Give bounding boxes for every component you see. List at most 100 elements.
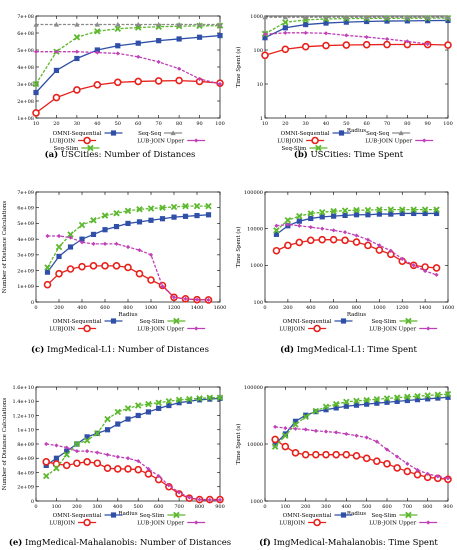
legend-marker (194, 520, 199, 525)
caption-text: USCities: Number of Distances (61, 150, 195, 160)
data-point (156, 405, 162, 411)
legend-label: LUBJOIN (49, 520, 75, 526)
data-point (318, 209, 326, 216)
data-point (306, 236, 315, 245)
legend-label: OMNI-Sequential (283, 319, 332, 325)
legend-label: LUB-JOIN Upper (369, 520, 416, 526)
y-tick-label: 7e+09 (17, 190, 34, 196)
data-point (33, 21, 39, 27)
data-point (303, 30, 308, 35)
data-point (364, 14, 370, 20)
data-point (414, 392, 421, 400)
data-point (54, 443, 59, 448)
series-line (264, 19, 449, 39)
plot-frame (264, 191, 449, 303)
panel-label: (f) (259, 537, 271, 548)
legend-marker (405, 511, 412, 519)
data-point (136, 459, 141, 464)
data-point (95, 450, 100, 455)
x-tick-label: 0 (34, 305, 37, 311)
data-point (415, 467, 420, 473)
legend-marker (340, 318, 347, 324)
series-lubjoin (272, 235, 441, 272)
data-point (364, 435, 369, 440)
series-line (274, 393, 449, 448)
x-tick-label: 100 (52, 504, 62, 510)
data-point (66, 265, 75, 273)
data-point (352, 238, 361, 246)
y-axis-label: Time Spent (s) (235, 47, 242, 88)
data-point (56, 253, 62, 260)
data-point (373, 395, 381, 403)
data-point (320, 226, 325, 231)
data-point (362, 454, 371, 463)
data-point (206, 394, 214, 401)
x-tick-label: 700 (174, 504, 184, 510)
data-point (285, 222, 290, 227)
data-point (136, 206, 143, 213)
plot-frame (35, 15, 221, 119)
data-point (313, 428, 318, 433)
data-point (292, 418, 299, 424)
data-point (67, 231, 74, 238)
series-omni-sequential (272, 394, 451, 447)
x-tick-label: 600 (154, 504, 164, 510)
data-point (113, 209, 120, 217)
y-tick-label: 10 (257, 82, 263, 88)
data-point (136, 54, 141, 59)
panel-label: (e) (9, 537, 22, 548)
x-tick-label: 0 (263, 305, 266, 311)
chart-panel-f: 0 100 200 300 400 500 600 700 800 900 1000 10000 100… (235, 385, 453, 548)
data-point (85, 449, 90, 454)
y-tick-label: 3e+09 (17, 253, 34, 259)
data-point (53, 455, 60, 461)
data-point (344, 431, 349, 437)
data-point (322, 403, 330, 411)
panel-caption: (a) USCities: Number of Distances (45, 149, 196, 160)
x-tick-label: 80 (176, 121, 182, 127)
data-point (353, 402, 360, 408)
data-point (78, 221, 86, 229)
data-point (271, 435, 279, 444)
data-point (282, 25, 288, 31)
data-point (135, 40, 141, 46)
data-point (135, 21, 141, 27)
data-point (134, 465, 143, 474)
legend-marker (194, 326, 199, 331)
data-point (55, 269, 63, 278)
x-tick-label: 100 (215, 121, 225, 127)
data-point (42, 472, 50, 480)
data-point (148, 252, 154, 257)
data-point (341, 207, 349, 214)
data-point (125, 220, 131, 227)
caption-text: ImgMedical-Mahalanobis: Time Spent (274, 538, 439, 548)
y-tick-label: 4e+08 (17, 65, 34, 71)
data-point (353, 212, 360, 218)
x-axis-label: Radius (118, 511, 137, 517)
data-point (83, 458, 91, 466)
data-point (296, 212, 303, 220)
y-tick-label: 2e+08 (17, 99, 34, 105)
chart-panel-b: 10 20 30 40 50 60 70 80 90 1001101001000RadiusTim… (235, 14, 453, 160)
series-line (275, 426, 449, 479)
data-point (175, 396, 183, 404)
data-point (84, 434, 90, 440)
data-point (155, 399, 162, 406)
y-tick-label: 6e+09 (17, 206, 34, 212)
x-tick-label: 90 (424, 121, 430, 127)
x-tick-label: 1400 (191, 305, 204, 311)
data-point (62, 461, 71, 470)
data-point (343, 398, 350, 406)
data-point (400, 256, 405, 261)
x-tick-label: 40 (94, 121, 100, 127)
data-point (105, 452, 110, 457)
data-point (95, 50, 100, 55)
series-seq-seq (33, 21, 223, 27)
data-point (354, 233, 359, 238)
data-point (205, 212, 212, 218)
data-point (176, 400, 182, 406)
x-tick-label: 1000 (145, 305, 158, 311)
data-point (73, 459, 81, 468)
data-point (166, 402, 172, 409)
data-point (322, 450, 330, 459)
